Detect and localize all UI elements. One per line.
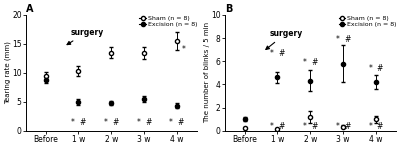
Text: #: # [178, 118, 184, 127]
Text: #: # [377, 64, 383, 73]
Text: *: * [368, 64, 372, 73]
Text: *: * [104, 118, 107, 127]
Text: *: * [169, 118, 173, 127]
Text: #: # [344, 35, 350, 44]
Text: #: # [79, 118, 86, 127]
Text: *: * [368, 122, 372, 131]
Y-axis label: Tearing rate (mm): Tearing rate (mm) [4, 41, 11, 104]
Text: A: A [26, 4, 33, 14]
Legend: Sham (n = 8), Excision (n = 8): Sham (n = 8), Excision (n = 8) [140, 16, 197, 27]
Text: surgery: surgery [266, 29, 302, 49]
Text: *: * [70, 118, 74, 127]
Text: #: # [311, 122, 318, 131]
Text: *: * [270, 122, 274, 131]
Text: *: * [136, 118, 140, 127]
Text: #: # [145, 118, 151, 127]
Text: #: # [278, 49, 285, 58]
Text: surgery: surgery [67, 28, 104, 45]
Y-axis label: The number of blinks / 5 min: The number of blinks / 5 min [204, 22, 210, 123]
Text: #: # [278, 122, 285, 131]
Legend: Sham (n = 8), Excision (n = 8): Sham (n = 8), Excision (n = 8) [338, 16, 396, 27]
Text: *: * [182, 45, 186, 54]
Text: *: * [302, 122, 306, 131]
Text: #: # [311, 58, 318, 67]
Text: #: # [344, 122, 350, 131]
Text: B: B [225, 4, 232, 14]
Text: *: * [335, 35, 339, 44]
Text: #: # [112, 118, 118, 127]
Text: *: * [335, 122, 339, 131]
Text: *: * [270, 49, 274, 58]
Text: #: # [377, 122, 383, 131]
Text: *: * [302, 58, 306, 67]
